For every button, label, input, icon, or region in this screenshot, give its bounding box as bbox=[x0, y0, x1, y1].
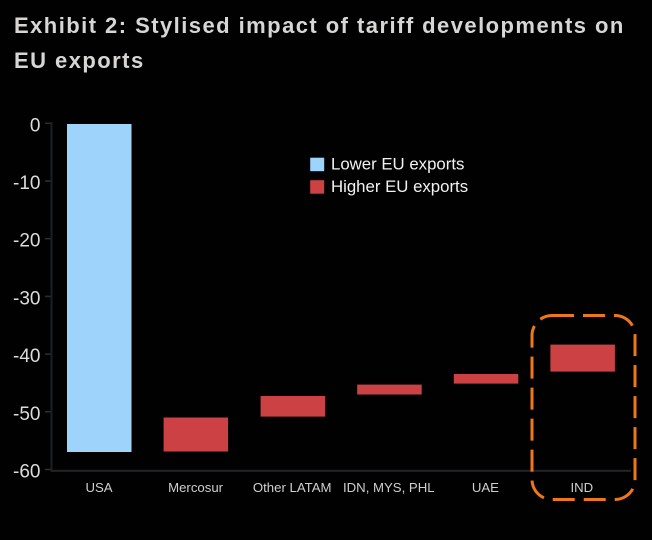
svg-text:UAE: UAE bbox=[472, 480, 499, 495]
svg-text:Higher EU exports: Higher EU exports bbox=[331, 177, 468, 196]
svg-text:Lower EU exports: Lower EU exports bbox=[331, 155, 464, 174]
svg-text:-10: -10 bbox=[13, 173, 40, 194]
svg-text:0: 0 bbox=[30, 115, 41, 136]
svg-text:Other LATAM: Other LATAM bbox=[253, 480, 332, 495]
svg-text:IDN, MYS, PHL: IDN, MYS, PHL bbox=[343, 480, 435, 495]
svg-text:-50: -50 bbox=[13, 404, 40, 425]
svg-text:-30: -30 bbox=[13, 288, 40, 309]
svg-text:USA: USA bbox=[85, 480, 112, 495]
svg-text:IND: IND bbox=[570, 480, 593, 495]
svg-text:-20: -20 bbox=[13, 231, 40, 252]
svg-text:Mercosur: Mercosur bbox=[168, 480, 224, 495]
svg-text:-60: -60 bbox=[13, 462, 40, 483]
svg-text:-40: -40 bbox=[13, 346, 40, 367]
